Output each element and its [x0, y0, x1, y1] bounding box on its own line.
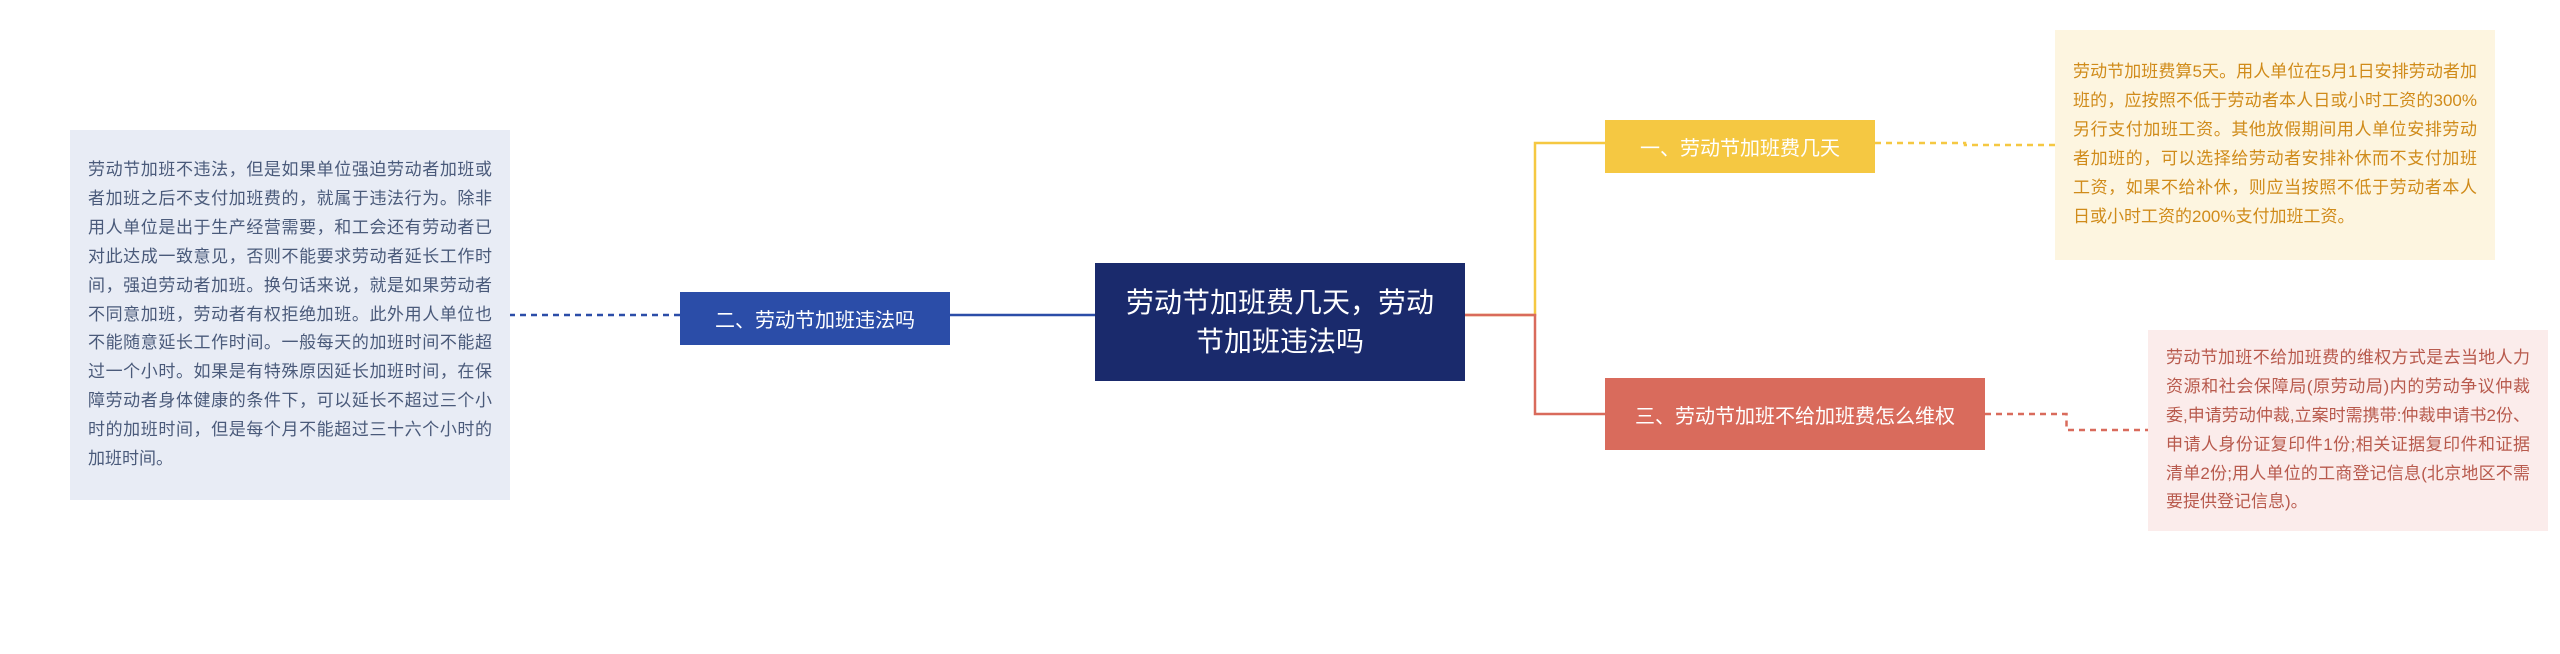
branch-1-label: 一、劳动节加班费几天 [1640, 132, 1840, 161]
detail-2: 劳动节加班不违法，但是如果单位强迫劳动者加班或者加班之后不支付加班费的，就属于违… [70, 130, 510, 500]
detail-3: 劳动节加班不给加班费的维权方式是去当地人力资源和社会保障局(原劳动局)内的劳动争… [2148, 330, 2548, 531]
connector-b1_d1 [1875, 143, 2055, 145]
branch-2: 二、劳动节加班违法吗 [680, 292, 950, 345]
connector-center_b3 [1465, 315, 1605, 414]
detail-1: 劳动节加班费算5天。用人单位在5月1日安排劳动者加班的，应按照不低于劳动者本人日… [2055, 30, 2495, 260]
branch-3: 三、劳动节加班不给加班费怎么维权 [1605, 378, 1985, 450]
branch-3-label: 三、劳动节加班不给加班费怎么维权 [1635, 400, 1955, 429]
center-text: 劳动节加班费几天，劳动节加班违法吗 [1125, 283, 1435, 361]
center-node: 劳动节加班费几天，劳动节加班违法吗 [1095, 263, 1465, 381]
connector-center_b1 [1465, 143, 1605, 315]
detail-3-text: 劳动节加班不给加班费的维权方式是去当地人力资源和社会保障局(原劳动局)内的劳动争… [2166, 344, 2530, 517]
connector-b3_d3 [1985, 414, 2148, 430]
detail-1-text: 劳动节加班费算5天。用人单位在5月1日安排劳动者加班的，应按照不低于劳动者本人日… [2073, 58, 2477, 231]
branch-2-label: 二、劳动节加班违法吗 [715, 304, 915, 333]
branch-1: 一、劳动节加班费几天 [1605, 120, 1875, 173]
detail-2-text: 劳动节加班不违法，但是如果单位强迫劳动者加班或者加班之后不支付加班费的，就属于违… [88, 156, 492, 474]
